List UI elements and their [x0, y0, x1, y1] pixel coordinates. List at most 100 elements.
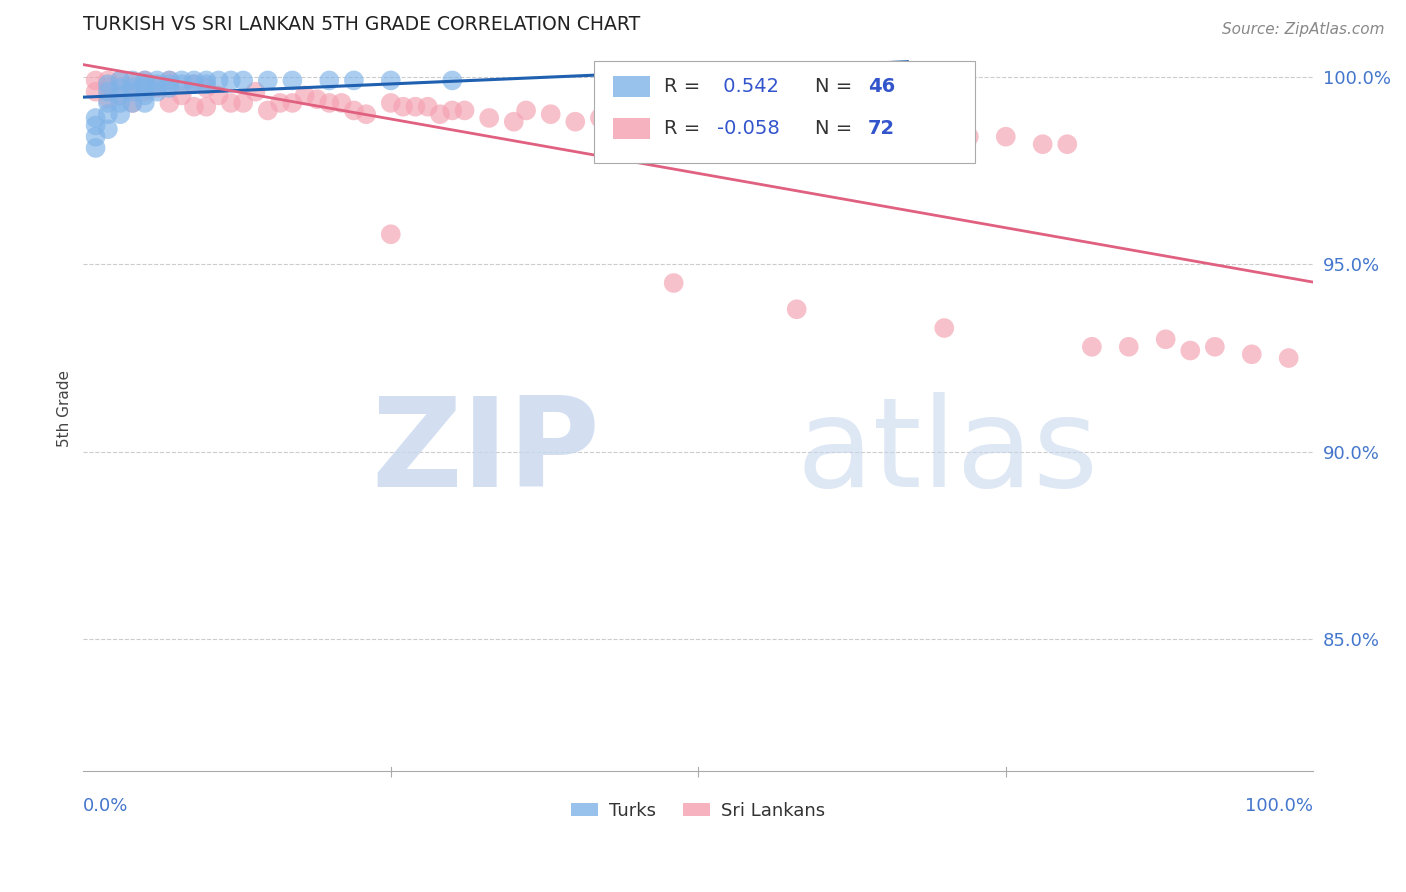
Point [392, 100, 415, 114]
Point [934, 129, 956, 144]
Point [146, 85, 169, 99]
Point [1081, 340, 1104, 354]
Point [478, 111, 501, 125]
Point [294, 88, 316, 103]
Point [245, 85, 267, 99]
Point [502, 114, 524, 128]
Point [219, 73, 242, 87]
Point [207, 88, 229, 103]
Point [453, 103, 475, 118]
Text: 72: 72 [868, 119, 896, 138]
Point [1180, 343, 1202, 358]
Point [97, 95, 120, 110]
Point [97, 77, 120, 91]
Point [872, 126, 894, 140]
Point [711, 111, 734, 125]
Point [195, 81, 218, 95]
Point [343, 103, 366, 118]
Point [835, 122, 858, 136]
Text: TURKISH VS SRI LANKAN 5TH GRADE CORRELATION CHART: TURKISH VS SRI LANKAN 5TH GRADE CORRELAT… [83, 15, 641, 34]
Point [786, 119, 808, 133]
Point [810, 119, 832, 133]
Point [170, 73, 193, 87]
Point [786, 302, 808, 317]
Point [84, 73, 107, 87]
Text: 0.542: 0.542 [717, 77, 779, 96]
Point [183, 77, 205, 91]
Point [108, 73, 131, 87]
Point [108, 81, 131, 95]
Point [305, 92, 328, 106]
Point [134, 77, 156, 91]
Point [354, 107, 377, 121]
Text: 100.0%: 100.0% [1246, 797, 1313, 815]
Point [121, 77, 143, 91]
Point [662, 276, 685, 290]
Point [416, 100, 439, 114]
Text: R =: R = [664, 77, 706, 96]
Text: N =: N = [815, 119, 859, 138]
Point [330, 95, 353, 110]
Point [957, 129, 980, 144]
Point [108, 73, 131, 87]
Point [1118, 340, 1140, 354]
Point [256, 103, 278, 118]
Legend: Turks, Sri Lankans: Turks, Sri Lankans [564, 795, 832, 827]
Point [157, 81, 180, 95]
Point [1278, 351, 1301, 365]
Point [540, 107, 562, 121]
Point [232, 95, 254, 110]
Point [121, 81, 143, 95]
Point [613, 114, 636, 128]
Text: Source: ZipAtlas.com: Source: ZipAtlas.com [1222, 22, 1385, 37]
Point [146, 77, 169, 91]
Point [146, 73, 169, 87]
Text: atlas: atlas [797, 392, 1099, 513]
Point [97, 73, 120, 87]
Point [711, 73, 734, 87]
Point [380, 227, 402, 242]
Point [108, 95, 131, 110]
Point [688, 114, 710, 128]
Point [97, 122, 120, 136]
Point [108, 107, 131, 121]
Point [380, 73, 402, 87]
Point [1154, 332, 1177, 346]
Point [269, 95, 291, 110]
Point [183, 100, 205, 114]
Point [121, 73, 143, 87]
Point [318, 95, 340, 110]
Point [318, 73, 340, 87]
Point [515, 103, 537, 118]
Point [281, 73, 304, 87]
Text: -0.058: -0.058 [717, 119, 779, 138]
Point [934, 321, 956, 335]
Point [195, 77, 218, 91]
Point [441, 103, 464, 118]
Point [134, 73, 156, 87]
Text: ZIP: ZIP [371, 392, 600, 513]
Point [896, 73, 918, 87]
FancyBboxPatch shape [613, 76, 651, 97]
Point [1056, 137, 1078, 152]
Y-axis label: 5th Grade: 5th Grade [58, 370, 72, 447]
Point [994, 129, 1017, 144]
Point [97, 107, 120, 121]
Point [157, 73, 180, 87]
FancyBboxPatch shape [593, 62, 974, 162]
Point [404, 100, 426, 114]
Point [1032, 137, 1054, 152]
Point [146, 81, 169, 95]
Point [638, 114, 661, 128]
Point [232, 73, 254, 87]
Point [134, 81, 156, 95]
Point [157, 95, 180, 110]
Point [108, 88, 131, 103]
Point [157, 77, 180, 91]
Point [170, 77, 193, 91]
Point [134, 88, 156, 103]
Point [97, 92, 120, 106]
Point [662, 119, 685, 133]
Point [108, 88, 131, 103]
Point [84, 129, 107, 144]
